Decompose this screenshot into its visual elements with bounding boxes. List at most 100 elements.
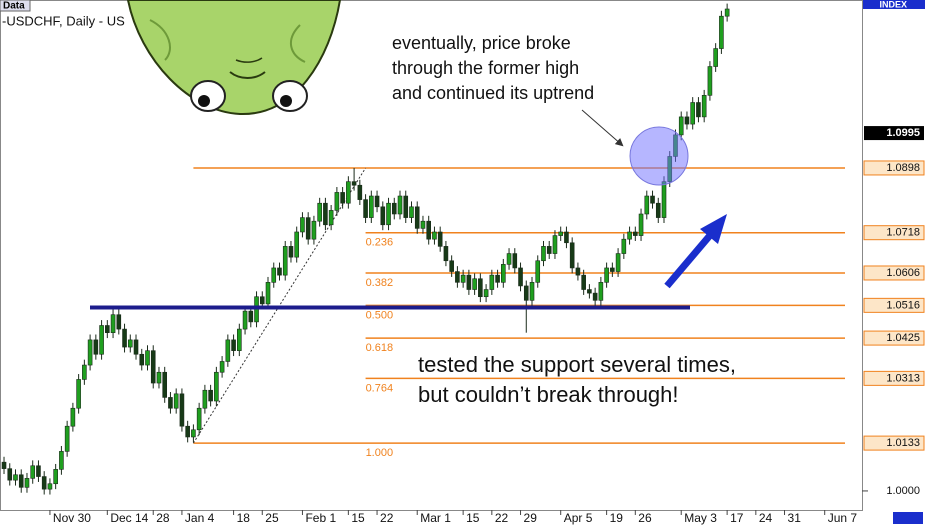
x-tick-label: 26 [638, 511, 652, 525]
candle-body [18, 474, 24, 488]
candle-body [546, 246, 552, 254]
x-tick-label: 17 [730, 511, 744, 525]
x-tick-label: Apr 5 [564, 511, 593, 525]
candle-body [41, 476, 47, 490]
fib-tag [863, 435, 925, 451]
fib-label: 0.382 [366, 277, 394, 289]
candle-body [156, 371, 162, 384]
candle-body [374, 195, 380, 208]
data-box [0, 0, 31, 12]
candle-body [99, 325, 104, 355]
y-tick-label: 1.0000 [886, 485, 920, 497]
plot-frame [0, 0, 863, 511]
candle-body [208, 389, 213, 402]
x-tick-label: 24 [759, 511, 773, 525]
candle-body [24, 478, 30, 488]
index-box [863, 0, 925, 9]
nav-buttons[interactable] [893, 512, 923, 524]
candle-body [300, 217, 305, 233]
candle-body [369, 195, 374, 218]
candle-body [541, 246, 546, 262]
candle-body [501, 264, 506, 283]
x-tick-label: 15 [351, 511, 365, 525]
x-tick-label: Jun 7 [828, 511, 858, 525]
candle-body [380, 206, 386, 226]
candle-body [581, 274, 586, 290]
candle-body [558, 231, 564, 236]
x-tick-label: 29 [524, 511, 538, 525]
candle-body [76, 379, 81, 409]
candle-body [127, 339, 133, 348]
candle-body [587, 289, 592, 294]
candle-body [173, 393, 179, 409]
candle-body [116, 314, 122, 330]
fib-tag [863, 297, 925, 313]
annotation: eventually, price broke [392, 33, 571, 53]
fib-tag [863, 370, 925, 386]
candle-body [294, 231, 300, 258]
candle-body [552, 235, 558, 254]
candle-body [179, 393, 185, 427]
candle-body [575, 267, 581, 276]
fib-label: 0.618 [366, 342, 394, 354]
candle-body [122, 328, 127, 348]
candle-body [523, 285, 529, 301]
x-tick-label: Mar 1 [420, 511, 451, 525]
candle-body [449, 260, 454, 272]
candle-body [472, 278, 477, 290]
fib-tag-label: 1.0516 [886, 299, 920, 311]
candle-body [564, 231, 569, 244]
candle-body [237, 328, 242, 351]
candle-body [483, 289, 489, 298]
candle-body [133, 339, 139, 355]
candle-body [311, 220, 317, 240]
candle-body [93, 339, 99, 355]
candle-body [145, 350, 150, 366]
candle-body [277, 267, 282, 276]
candle-body [70, 407, 76, 427]
candle-body [334, 192, 340, 211]
x-axis-layer: Nov 30 Dec 14 28 Jan 4 18 25 Feb 1 15 22 Mar 1 15 2… [49, 510, 858, 525]
candle-body [391, 202, 397, 215]
candle-body [610, 267, 615, 272]
candle-body [351, 181, 357, 186]
candle-body [271, 267, 277, 283]
fib-tag-label: 1.0606 [886, 267, 920, 279]
pointer-arrow [581, 109, 624, 147]
fib-tag [863, 330, 925, 346]
price-tag-label: 1.0995 [886, 127, 920, 139]
fib-tag-label: 1.0313 [886, 372, 920, 384]
fib-tag-label: 1.0718 [886, 227, 920, 239]
x-tick-label: 22 [380, 511, 394, 525]
candle-body [150, 350, 156, 384]
candle-body [30, 465, 36, 479]
candle-body [432, 231, 437, 240]
candle-body [219, 361, 225, 373]
candle-body [604, 267, 609, 283]
candle-body [719, 15, 724, 49]
candle-body [615, 253, 621, 272]
candle-body [259, 296, 265, 305]
axis-layer: 1.0000 1.0995 1.0898 1.0718 1.0606 1.0516 1.04… [862, 126, 925, 497]
candle-body [282, 246, 288, 276]
candle-body [59, 451, 64, 470]
candle-body [265, 282, 271, 305]
candle-body [328, 210, 334, 226]
candle-body [105, 325, 110, 333]
candle-body [214, 371, 219, 402]
annotation: and continued its uptrend [392, 83, 594, 103]
candle-body [644, 195, 650, 215]
candle-body [36, 465, 41, 477]
candle-body [506, 253, 512, 265]
candle-body [53, 469, 58, 485]
candle-body [386, 202, 391, 226]
candle-body [437, 231, 443, 247]
candle-body [713, 48, 718, 67]
candle-body [678, 116, 684, 136]
candle-body [1, 461, 7, 469]
candle-body [231, 339, 236, 351]
candle-body [13, 474, 18, 481]
candle-body [707, 66, 713, 96]
candle-body [512, 253, 518, 269]
